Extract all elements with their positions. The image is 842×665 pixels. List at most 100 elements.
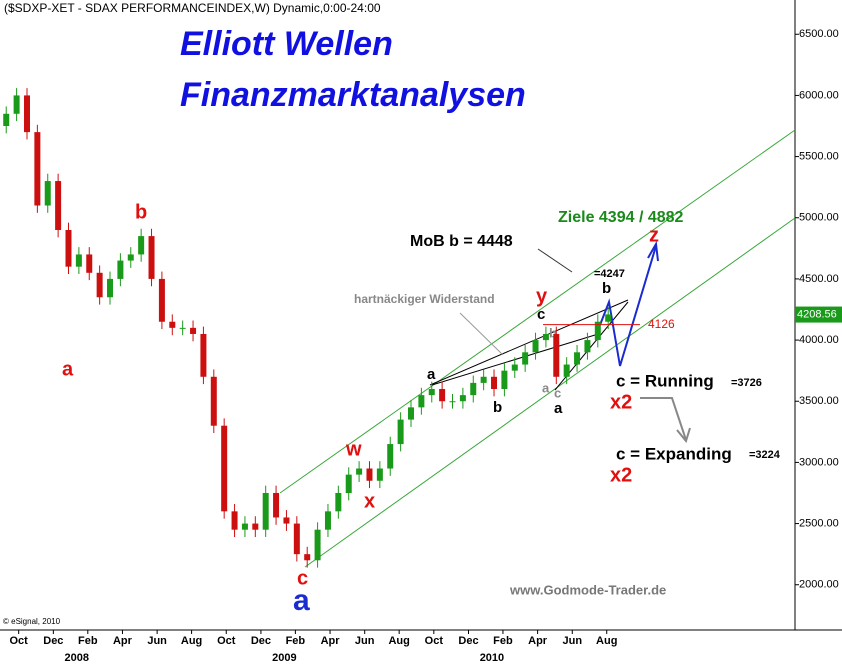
- trend-line: [429, 299, 629, 386]
- wave-label: a: [293, 584, 310, 617]
- annotation: c = Expanding: [616, 444, 732, 463]
- candle-body: [574, 352, 581, 365]
- copyright: © eSignal, 2010: [3, 617, 61, 626]
- candle-body: [324, 511, 331, 530]
- wave-label: b: [493, 399, 502, 416]
- annotation: MoB b = 4448: [410, 233, 513, 250]
- candle-body: [231, 511, 238, 530]
- channel-line: [279, 129, 796, 494]
- candle-body: [252, 523, 259, 530]
- candle-body: [13, 95, 20, 114]
- candle-body: [107, 278, 114, 298]
- level-label: 4126: [648, 317, 675, 331]
- candle-body: [594, 321, 601, 341]
- pointer: [459, 312, 504, 356]
- y-tick-label: 2500.00: [799, 517, 839, 529]
- wave-label: y: [536, 285, 548, 307]
- candle-body: [511, 364, 518, 371]
- y-tick-label: 2000.00: [799, 579, 839, 591]
- candle-body: [190, 327, 197, 334]
- x-tick-label: Oct: [10, 635, 29, 647]
- candle-body: [428, 389, 435, 396]
- x-tick-label: Oct: [217, 635, 236, 647]
- wave-label: c: [537, 306, 545, 323]
- wave-label: b: [549, 325, 557, 340]
- candle-body: [148, 236, 155, 279]
- candle-body: [34, 132, 41, 206]
- y-tick-label: 3000.00: [799, 456, 839, 468]
- candle-body: [470, 382, 477, 396]
- candle-body: [283, 517, 290, 524]
- wave-label: w: [345, 438, 362, 460]
- candle-body: [459, 395, 466, 402]
- x-tick-label: Apr: [528, 635, 548, 647]
- year-label: 2009: [272, 652, 296, 664]
- candle-body: [387, 444, 394, 469]
- candle-body: [179, 327, 186, 329]
- candle-body: [86, 254, 93, 273]
- candle-body: [169, 321, 176, 328]
- candle-body: [553, 333, 560, 377]
- x-tick-label: Dec: [43, 635, 63, 647]
- x-tick-label: Aug: [181, 635, 202, 647]
- wave-label: z: [649, 224, 659, 246]
- candle-body: [605, 314, 612, 322]
- annotation: Ziele 4394 / 4882: [558, 209, 684, 226]
- channel-line: [304, 217, 796, 568]
- wave-label: a: [542, 380, 550, 395]
- candle-body: [221, 425, 228, 512]
- candle-body: [449, 401, 456, 403]
- wave-label: x2: [610, 464, 632, 486]
- candle-body: [532, 340, 539, 353]
- candle-body: [480, 376, 487, 383]
- candle-body: [376, 468, 383, 481]
- y-tick-label: 5500.00: [799, 150, 839, 162]
- annotation: =3726: [731, 377, 762, 389]
- x-tick-label: Feb: [78, 635, 98, 647]
- candle-body: [439, 389, 446, 402]
- candle-body: [397, 419, 404, 445]
- arrow-head: [676, 427, 691, 444]
- y-tick-label: 4000.00: [799, 334, 839, 346]
- candle-body: [293, 523, 300, 555]
- x-tick-label: Apr: [113, 635, 133, 647]
- annotation: =3224: [749, 449, 781, 461]
- candle-body: [262, 492, 269, 530]
- last-price-tag: [795, 306, 842, 323]
- y-tick-label: 4500.00: [799, 273, 839, 285]
- wave-label: c: [297, 567, 308, 589]
- candle-body: [96, 272, 103, 298]
- candle-body: [366, 468, 373, 481]
- y-tick-label: 3500.00: [799, 395, 839, 407]
- x-tick-label: Aug: [388, 635, 409, 647]
- candle-body: [55, 181, 62, 230]
- candle-body: [407, 407, 414, 420]
- y-tick-label: 6000.00: [799, 89, 839, 101]
- y-tick-label: 6500.00: [799, 28, 839, 40]
- candle-body: [335, 492, 342, 512]
- wave-label: x: [364, 490, 375, 512]
- candle-body: [117, 260, 124, 279]
- candle-body: [522, 352, 529, 365]
- x-tick-label: Aug: [596, 635, 617, 647]
- candle-body: [501, 370, 508, 390]
- candle-body: [65, 229, 72, 267]
- wave-label: a: [62, 358, 74, 380]
- candle-body: [418, 395, 425, 408]
- candle-body: [304, 554, 311, 561]
- candle-body: [542, 333, 549, 341]
- candle-body: [273, 492, 280, 518]
- wave-label: a: [427, 366, 436, 383]
- brand-title: Elliott Wellen: [180, 25, 393, 63]
- x-tick-label: Jun: [147, 635, 167, 647]
- candle-body: [241, 523, 248, 530]
- candle-body: [210, 376, 217, 426]
- wave-label: c: [554, 385, 561, 400]
- candle-body: [23, 95, 30, 133]
- candle-body: [200, 333, 207, 377]
- pointer: [537, 248, 573, 273]
- candle-body: [138, 236, 145, 255]
- wave-label: x2: [610, 391, 632, 413]
